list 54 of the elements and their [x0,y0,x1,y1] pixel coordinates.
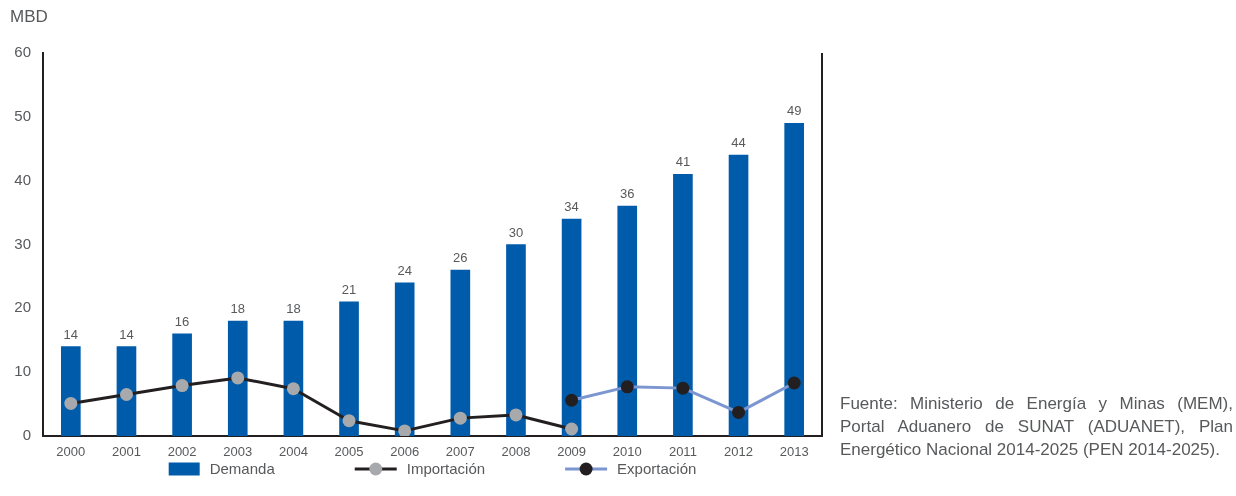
y-tick-label: 60 [14,43,31,61]
legend-label: Importación [406,460,486,478]
source-note: Fuente: Ministerio de Energía y Minas (MEM), Portal Aduanero de SUNAT (ADUANET), Plan Energético Nacional 2014-2025 (PEN 2014-2025). [840,393,1233,461]
data-label: 14 [63,326,79,342]
x-tick-label: 2005 [334,444,364,460]
bar [728,154,749,436]
x-tick-label: 2004 [278,444,308,460]
bar [617,205,638,436]
legend-label: Demanda [209,460,276,478]
data-label: 30 [508,224,524,240]
bar [283,320,304,436]
y-tick-label: 20 [14,298,31,316]
x-tick-label: 2008 [501,444,531,460]
bar [227,320,248,436]
x-tick-label: 2000 [56,444,86,460]
x-tick-label: 2009 [557,444,587,460]
bar [784,122,805,436]
data-label: 49 [786,103,802,119]
data-label: 24 [397,262,412,278]
data-label: 41 [675,154,691,170]
data-label: 18 [230,301,245,317]
y-axis-title: MBD [10,7,48,27]
y-tick-label: 50 [14,106,31,124]
bar [673,173,693,436]
legend-label: Exportación [617,460,697,478]
bar [172,333,192,436]
x-tick-label: 2010 [612,444,642,460]
y-tick-label: 30 [14,234,31,252]
x-tick-label: 2006 [390,444,420,460]
data-label: 16 [174,313,190,329]
bar [60,346,81,436]
x-tick-label: 2012 [724,444,753,460]
data-label: 36 [620,186,635,202]
y-tick-label: 40 [14,170,31,188]
x-tick-label: 2011 [668,444,697,460]
bar [394,282,415,436]
x-tick-label: 2001 [112,444,141,460]
data-label: 18 [286,301,301,317]
y-tick-label: 0 [22,426,31,444]
x-tick-label: 2013 [779,444,809,460]
bar [450,269,471,436]
bar [561,218,582,436]
x-tick-label: 2003 [223,444,253,460]
data-label: 44 [731,135,746,151]
data-label: 14 [119,326,134,342]
bar [116,346,137,436]
x-tick-label: 2002 [167,444,197,460]
data-label: 34 [564,199,579,215]
data-label: 21 [341,282,357,298]
bar [506,244,526,436]
y-tick-label: 10 [14,362,31,380]
data-label: 26 [453,250,468,266]
bar [339,301,359,436]
x-tick-label: 2007 [445,444,475,460]
